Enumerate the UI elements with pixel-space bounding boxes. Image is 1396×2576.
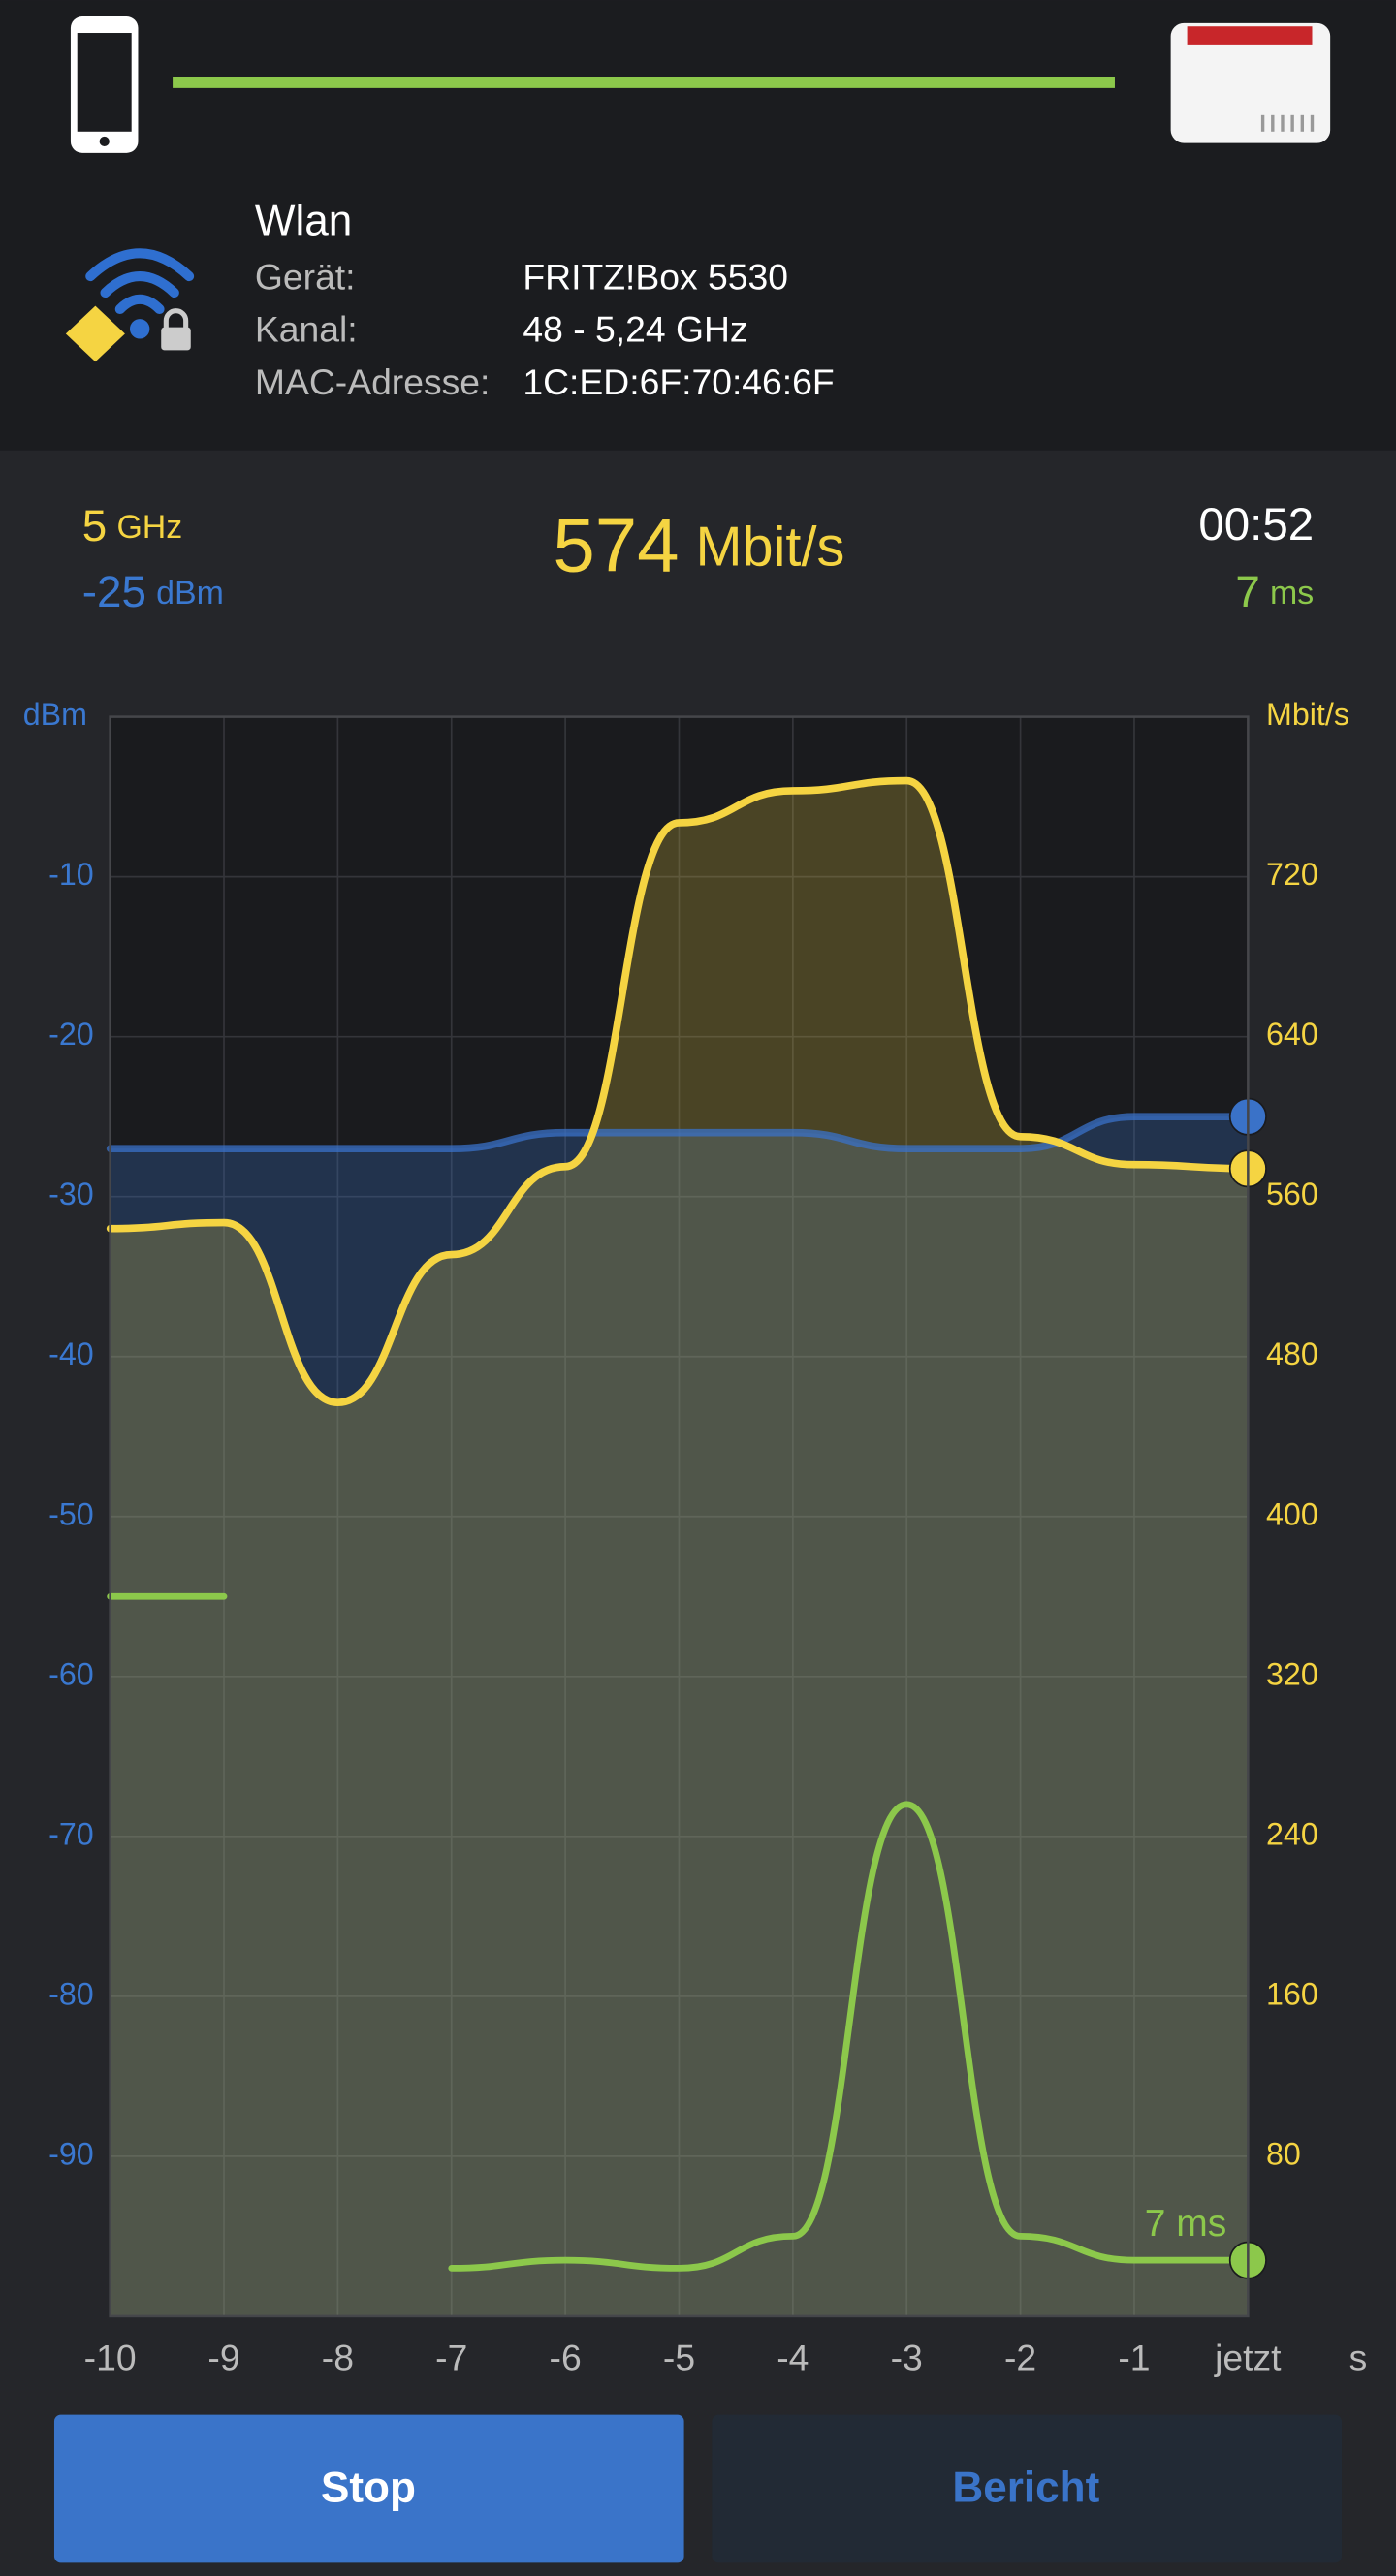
y-axis-label: dBm — [23, 697, 87, 732]
y-tick-label: -90 — [48, 2136, 94, 2171]
line — [106, 776, 1253, 1406]
y2-tick-label: 320 — [1266, 1656, 1318, 1691]
y-tick-label: -80 — [48, 1976, 94, 2011]
band: 5 GHz — [82, 501, 182, 550]
signal-unit: dBm — [156, 575, 224, 612]
time: 00:52 — [1198, 499, 1314, 550]
x-tick-label: -7 — [435, 2338, 467, 2378]
band-unit: GHz — [116, 509, 182, 546]
x-tick-label: jetzt — [1214, 2338, 1282, 2378]
report-button[interactable] — [712, 2414, 1343, 2563]
latency: 7 ms — [1235, 567, 1314, 616]
connection-title: Wlan — [255, 197, 352, 244]
stop-button[interactable] — [53, 2414, 684, 2563]
x-axis-label: s — [1349, 2338, 1368, 2378]
y2-tick-label: 640 — [1266, 1017, 1318, 1052]
router-icon — [1170, 22, 1331, 143]
report-label[interactable]: Bericht — [952, 2464, 1099, 2511]
x-tick-label: -4 — [777, 2338, 809, 2378]
x-tick-label: -6 — [550, 2338, 582, 2378]
y2-tick-label: 160 — [1266, 1976, 1318, 2011]
annotation: 7 ms — [1145, 2203, 1227, 2245]
line — [107, 1592, 1252, 2272]
y2-tick-label: 720 — [1266, 857, 1318, 892]
y-tick-label: -10 — [48, 857, 94, 892]
y-tick-label: -20 — [48, 1017, 94, 1052]
y-tick-label: -40 — [48, 1336, 94, 1371]
info-value: FRITZ!Box 5530 — [523, 256, 788, 297]
y2-tick-label: 400 — [1266, 1496, 1318, 1531]
x-tick-label: -8 — [322, 2338, 354, 2378]
y-tick-label: -70 — [48, 1816, 94, 1851]
info-label: Gerät: — [255, 256, 356, 297]
phone-icon — [70, 16, 139, 153]
latency-unit: ms — [1270, 575, 1314, 612]
header-bg — [0, 0, 1396, 451]
y2-tick-label: 560 — [1266, 1177, 1318, 1211]
stop-label[interactable]: Stop — [321, 2464, 416, 2511]
x-tick-label: -5 — [663, 2338, 695, 2378]
signal: -25 dBm — [82, 567, 224, 616]
rate-unit: Mbit/s — [696, 517, 845, 579]
y2-tick-label: 80 — [1266, 2136, 1301, 2171]
latency-value: 7 — [1235, 567, 1259, 616]
y2-tick-label: 480 — [1266, 1336, 1318, 1371]
x-tick-label: -1 — [1118, 2338, 1150, 2378]
line — [106, 1113, 1253, 1153]
y2-axis-label: Mbit/s — [1266, 697, 1349, 732]
area — [110, 780, 1249, 2316]
y2-tick-label: 240 — [1266, 1816, 1318, 1851]
y-tick-label: -60 — [48, 1656, 94, 1691]
info-value: 1C:ED:6F:70:46:6F — [523, 361, 834, 402]
band-value: 5 — [82, 501, 107, 550]
rate-value: 574 — [553, 502, 679, 587]
plot-frame — [109, 715, 1250, 2318]
x-tick-label: -9 — [207, 2338, 239, 2378]
y-tick-label: -30 — [48, 1177, 94, 1211]
x-tick-label: -10 — [84, 2338, 137, 2378]
info-label: MAC-Adresse: — [255, 361, 490, 402]
info-value: 48 - 5,24 GHz — [523, 309, 747, 350]
x-tick-label: -2 — [1004, 2338, 1036, 2378]
signal-value: -25 — [82, 567, 146, 616]
y-tick-label: -50 — [48, 1496, 94, 1531]
wifi-icon — [65, 248, 195, 362]
rate: 574 Mbit/s — [553, 502, 844, 587]
info-label: Kanal: — [255, 309, 358, 350]
x-tick-label: -3 — [891, 2338, 923, 2378]
